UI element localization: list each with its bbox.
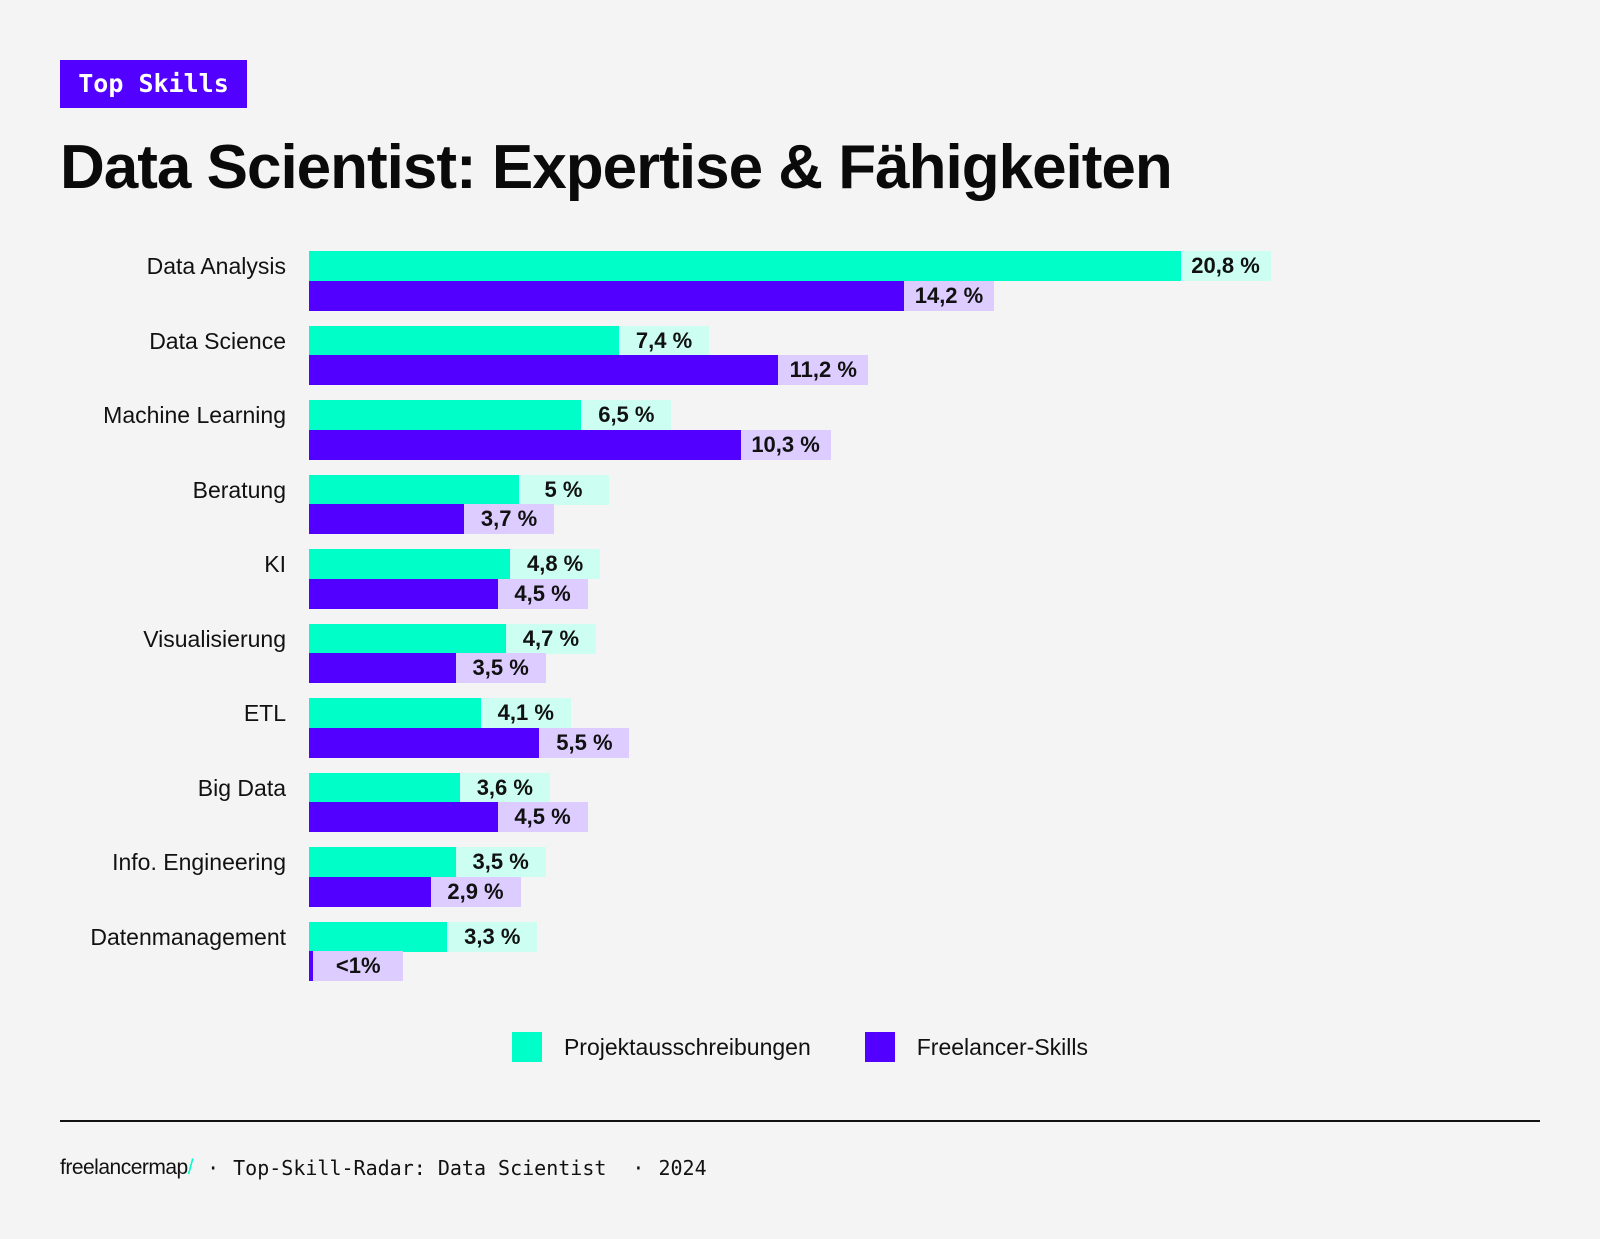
data-label: 4,1 % [480,698,571,728]
data-label: 4,7 % [505,623,596,654]
bar-projekt [309,474,519,505]
bar-freelancer [309,876,431,907]
bar-projekt [309,251,1181,281]
legend-swatch-freelancer [864,1032,895,1062]
bar-projekt [309,698,481,728]
data-label: 3,7 % [464,504,555,535]
bar-freelancer [309,802,498,833]
data-label: 11,2 % [778,355,869,386]
legend-item-projekt: Projektausschreibungen [511,1032,811,1062]
bar-projekt [309,772,460,803]
bar-freelancer [309,429,741,460]
bar-projekt [309,623,506,654]
page-title: Data Scientist: Expertise & Fähigkeiten [60,133,1173,202]
data-label: 5 % [518,474,609,505]
freelancermap-logo: freelancermap/ [60,1156,194,1179]
bar-projekt [309,921,448,952]
bar-projekt [309,325,620,356]
category-label: Datenmanagement [90,923,286,950]
data-label: 4,5 % [497,578,588,609]
data-label: 7,4 % [619,325,710,356]
top-skills-badge: Top Skills [60,60,247,108]
data-label: <1% [313,951,404,982]
category-label: Data Science [149,327,286,354]
data-label: 14,2 % [903,280,994,311]
category-label: KI [264,551,286,577]
bar-projekt [309,847,456,877]
bar-projekt [309,400,582,430]
legend-item-freelancer: Freelancer-Skills [864,1032,1089,1062]
data-label: 6,5 % [581,400,672,430]
bar-freelancer [309,578,498,609]
category-label: Beratung [192,476,286,503]
data-label: 3,5 % [455,847,546,877]
data-label: 10,3 % [740,429,831,460]
legend-swatch-projekt [511,1032,542,1062]
data-label: 3,5 % [455,653,546,684]
bar-freelancer [309,504,465,535]
legend: Projektausschreibungen Freelancer-Skills [0,1032,1600,1062]
separator: · [632,1156,645,1180]
data-label: 5,5 % [539,727,630,758]
bar-freelancer [309,951,314,982]
data-label: 4,5 % [497,802,588,833]
data-label: 3,6 % [459,772,550,803]
legend-label: Freelancer-Skills [916,1033,1089,1060]
separator: · [207,1156,220,1180]
category-label: Data Analysis [146,253,286,279]
data-label: 20,8 % [1180,251,1271,281]
category-label: Info. Engineering [112,849,286,875]
data-label: 4,8 % [510,549,601,579]
bar-freelancer [309,355,779,386]
bar-chart: Data Analysis 20,8 % 14,2 % Data Science 7,4… [90,251,1271,982]
footer-year: 2024 [658,1156,707,1180]
category-label: ETL [243,700,286,726]
divider [60,1120,1540,1122]
bar-projekt [309,549,511,579]
category-label: Big Data [197,774,286,801]
legend-label: Projektausschreibungen [563,1033,811,1060]
data-label: 2,9 % [430,876,521,907]
footer: freelancermap/ · Top-Skill-Radar: Data S… [60,1156,707,1180]
data-label: 3,3 % [447,921,538,952]
category-label: Visualisierung [143,625,286,652]
bar-freelancer [309,280,904,311]
footer-text: Top-Skill-Radar: Data Scientist [233,1156,607,1180]
bar-freelancer [309,653,456,684]
category-label: Machine Learning [103,402,286,428]
bar-freelancer [309,727,540,758]
